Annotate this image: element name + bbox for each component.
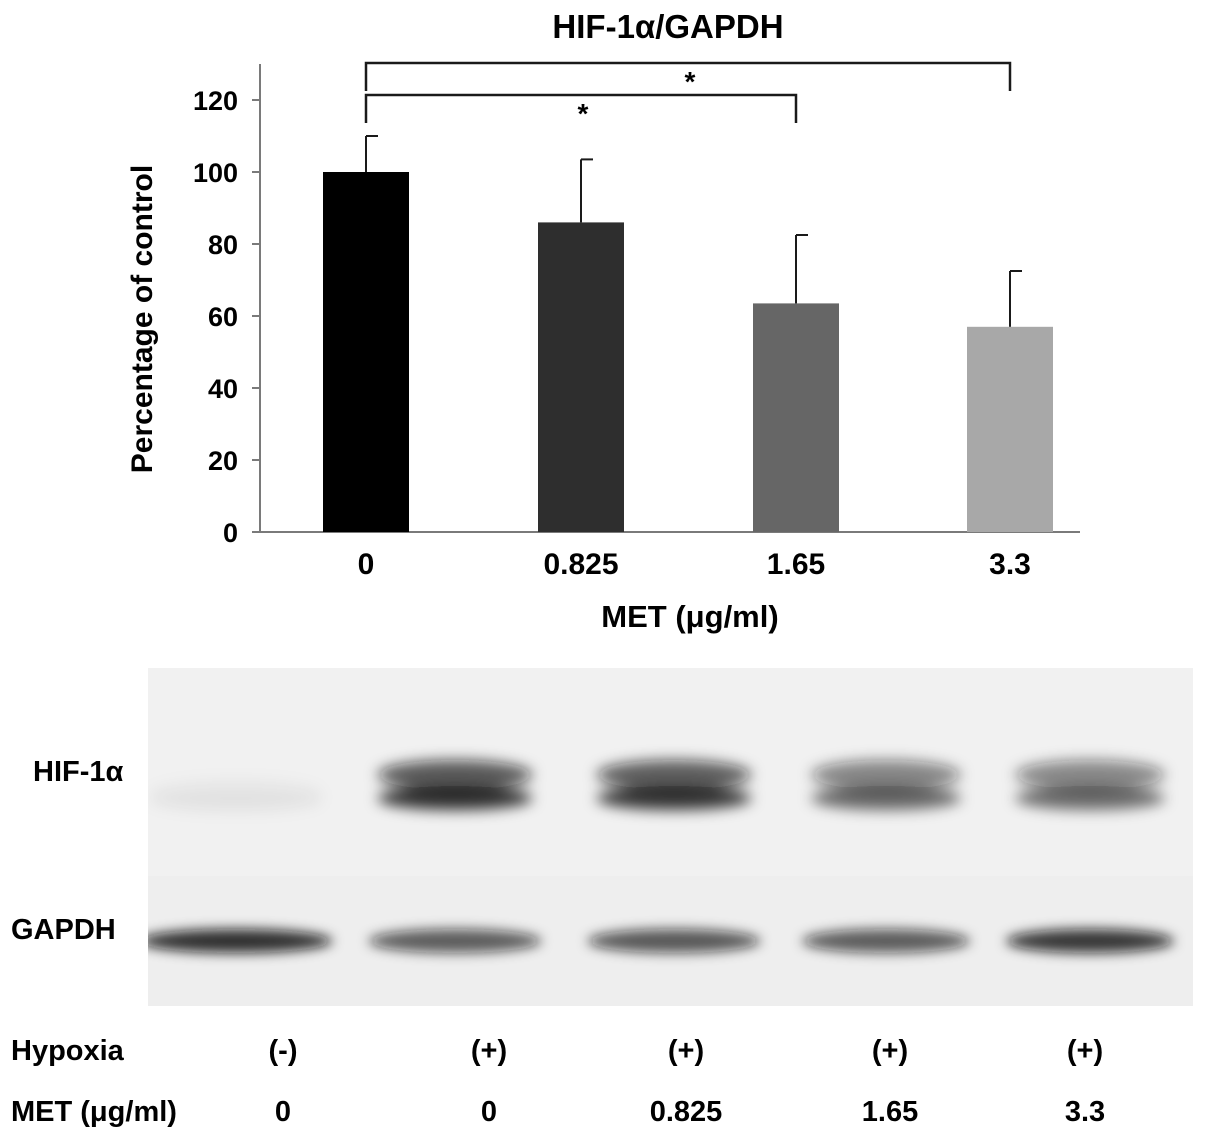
blot-row-label: GAPDH [11, 914, 116, 946]
condition-value: 0.825 [649, 1096, 723, 1128]
y-tick-label: 120 [193, 86, 238, 116]
condition-label: Hypoxia [11, 1035, 124, 1067]
condition-value: 0 [480, 1096, 498, 1128]
western-blot-image [139, 668, 1193, 1006]
chart-title: HIF-1α/GAPDH [552, 8, 783, 45]
bars: ** [323, 61, 1053, 532]
bar [323, 172, 409, 532]
y-axis-label: Percentage of control [126, 165, 159, 473]
y-tick-label: 100 [193, 158, 238, 188]
bar [538, 222, 624, 532]
band-hif1a [377, 760, 533, 810]
band-hif1a [811, 760, 961, 810]
condition-value: (+) [871, 1035, 909, 1067]
condition-value: 0 [274, 1096, 292, 1128]
band-hif1a [148, 789, 324, 813]
significance-bracket [364, 61, 1012, 91]
x-tick-label: 3.3 [989, 548, 1031, 581]
band-hif1a [596, 760, 752, 810]
y-tick-label: 60 [208, 302, 238, 332]
band-gapdh [1006, 929, 1174, 953]
significance-star: * [685, 66, 696, 97]
band-gapdh [802, 929, 970, 953]
significance-star: * [578, 98, 589, 129]
x-tick-label: 0 [358, 548, 375, 581]
band-gapdh [139, 929, 333, 953]
y-tick-label: 20 [208, 446, 238, 476]
y-tick-label: 40 [208, 374, 238, 404]
y-tick-label: 80 [208, 230, 238, 260]
blot-row-label: HIF-1α [33, 756, 124, 788]
x-tick-label: 0.825 [543, 548, 618, 581]
condition-label: MET (μg/ml) [11, 1096, 177, 1128]
x-tick-label: 1.65 [767, 548, 825, 581]
x-axis-label: MET (μg/ml) [601, 599, 778, 634]
axes: 0 20 40 60 80 100 120 0 0.825 1.65 3.3 [193, 64, 1080, 581]
condition-value: 1.65 [861, 1096, 919, 1128]
condition-value: (+) [470, 1035, 508, 1067]
band-gapdh [368, 929, 542, 953]
condition-value: (-) [268, 1035, 298, 1067]
band-gapdh [587, 929, 761, 953]
band-hif1a [1015, 760, 1165, 810]
bar-chart: HIF-1α/GAPDH Percentage of control MET (… [126, 8, 1080, 634]
bar [967, 326, 1053, 532]
condition-value: (+) [1066, 1035, 1104, 1067]
condition-value: 3.3 [1064, 1096, 1106, 1128]
bar [753, 303, 839, 532]
condition-value: (+) [667, 1035, 705, 1067]
y-tick-label: 0 [223, 518, 238, 548]
significance-bracket [364, 93, 798, 123]
